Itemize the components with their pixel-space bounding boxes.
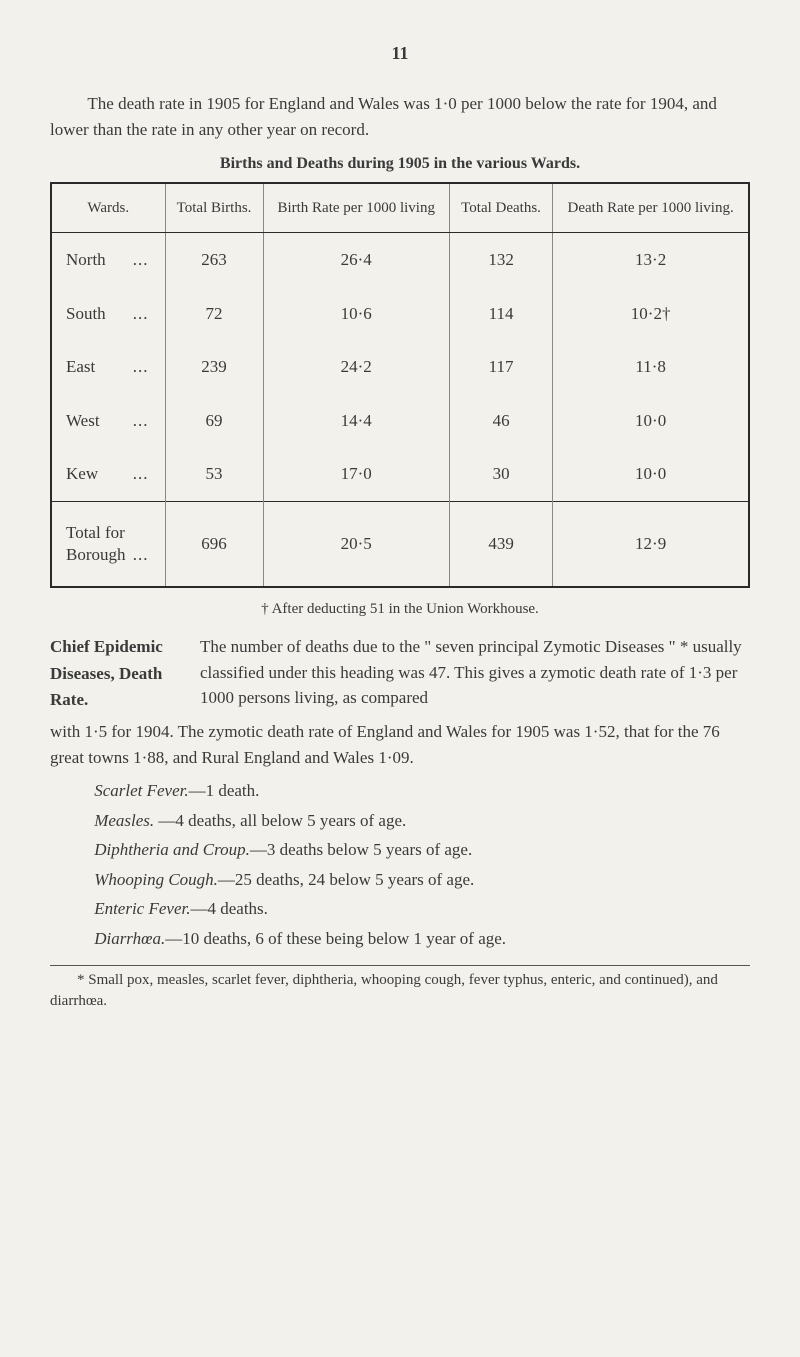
cell-total-death-rate: 12·9 [553, 501, 749, 587]
table-total-row: Total for Borough... 696 20·5 439 12·9 [51, 501, 749, 587]
table-row: South... 72 10·6 114 10·2† [51, 287, 749, 341]
cell-total-label: Total for Borough... [51, 501, 165, 587]
births-deaths-table: Wards. Total Births. Birth Rate per 1000… [50, 182, 750, 588]
cell-total-birth-rate: 20·5 [263, 501, 449, 587]
cell-death-rate: 11·8 [553, 340, 749, 394]
chief-epidemic-continue: with 1·5 for 1904. The zymotic death rat… [50, 719, 750, 770]
cell-death-rate: 10·2† [553, 287, 749, 341]
col-birth-rate: Birth Rate per 1000 living [263, 183, 449, 233]
cell-births: 72 [165, 287, 263, 341]
disease-list: Scarlet Fever.—1 death. Measles. —4 deat… [94, 778, 750, 951]
page-number: 11 [50, 40, 750, 67]
cell-birth-rate: 14·4 [263, 394, 449, 448]
intro-paragraph: The death rate in 1905 for England and W… [50, 91, 750, 142]
cell-births: 53 [165, 447, 263, 501]
cell-deaths: 114 [449, 287, 552, 341]
cell-deaths: 46 [449, 394, 552, 448]
cell-birth-rate: 10·6 [263, 287, 449, 341]
chief-epidemic-block: Chief Epidemic Diseases, Death Rate. The… [50, 634, 750, 713]
table-header-row: Wards. Total Births. Birth Rate per 1000… [51, 183, 749, 233]
disease-diarrhoea: Diarrhœa.—10 deaths, 6 of these being be… [94, 926, 750, 952]
table-row: Kew... 53 17·0 30 10·0 [51, 447, 749, 501]
table-row: East... 239 24·2 117 11·8 [51, 340, 749, 394]
cell-deaths: 117 [449, 340, 552, 394]
col-total-births: Total Births. [165, 183, 263, 233]
chief-epidemic-heading: Chief Epidemic Diseases, Death Rate. [50, 634, 180, 713]
disease-diphtheria: Diphtheria and Croup.—3 deaths below 5 y… [94, 837, 750, 863]
cell-total-births: 696 [165, 501, 263, 587]
cell-ward: North... [51, 233, 165, 287]
cell-death-rate: 13·2 [553, 233, 749, 287]
chief-epidemic-body: The number of deaths due to the " seven … [200, 634, 750, 711]
cell-deaths: 132 [449, 233, 552, 287]
disease-enteric: Enteric Fever.—4 deaths. [94, 896, 750, 922]
dagger-footnote: † After deducting 51 in the Union Workho… [50, 598, 750, 621]
disease-scarlet: Scarlet Fever.—1 death. [94, 778, 750, 804]
table-title: Births and Deaths during 1905 in the var… [50, 152, 750, 176]
cell-ward: South... [51, 287, 165, 341]
cell-ward: West... [51, 394, 165, 448]
cell-total-deaths: 439 [449, 501, 552, 587]
col-death-rate: Death Rate per 1000 living. [553, 183, 749, 233]
cell-births: 239 [165, 340, 263, 394]
col-total-deaths: Total Deaths. [449, 183, 552, 233]
cell-death-rate: 10·0 [553, 394, 749, 448]
col-wards: Wards. [51, 183, 165, 233]
cell-death-rate: 10·0 [553, 447, 749, 501]
cell-birth-rate: 26·4 [263, 233, 449, 287]
cell-deaths: 30 [449, 447, 552, 501]
disease-whooping: Whooping Cough.—25 deaths, 24 below 5 ye… [94, 867, 750, 893]
cell-births: 263 [165, 233, 263, 287]
cell-birth-rate: 17·0 [263, 447, 449, 501]
cell-birth-rate: 24·2 [263, 340, 449, 394]
disease-measles: Measles. —4 deaths, all below 5 years of… [94, 808, 750, 834]
footnote-rule [50, 965, 750, 966]
star-footnote: * Small pox, measles, scarlet fever, dip… [50, 970, 750, 1012]
cell-ward: East... [51, 340, 165, 394]
cell-births: 69 [165, 394, 263, 448]
table-row: North... 263 26·4 132 13·2 [51, 233, 749, 287]
cell-ward: Kew... [51, 447, 165, 501]
table-row: West... 69 14·4 46 10·0 [51, 394, 749, 448]
